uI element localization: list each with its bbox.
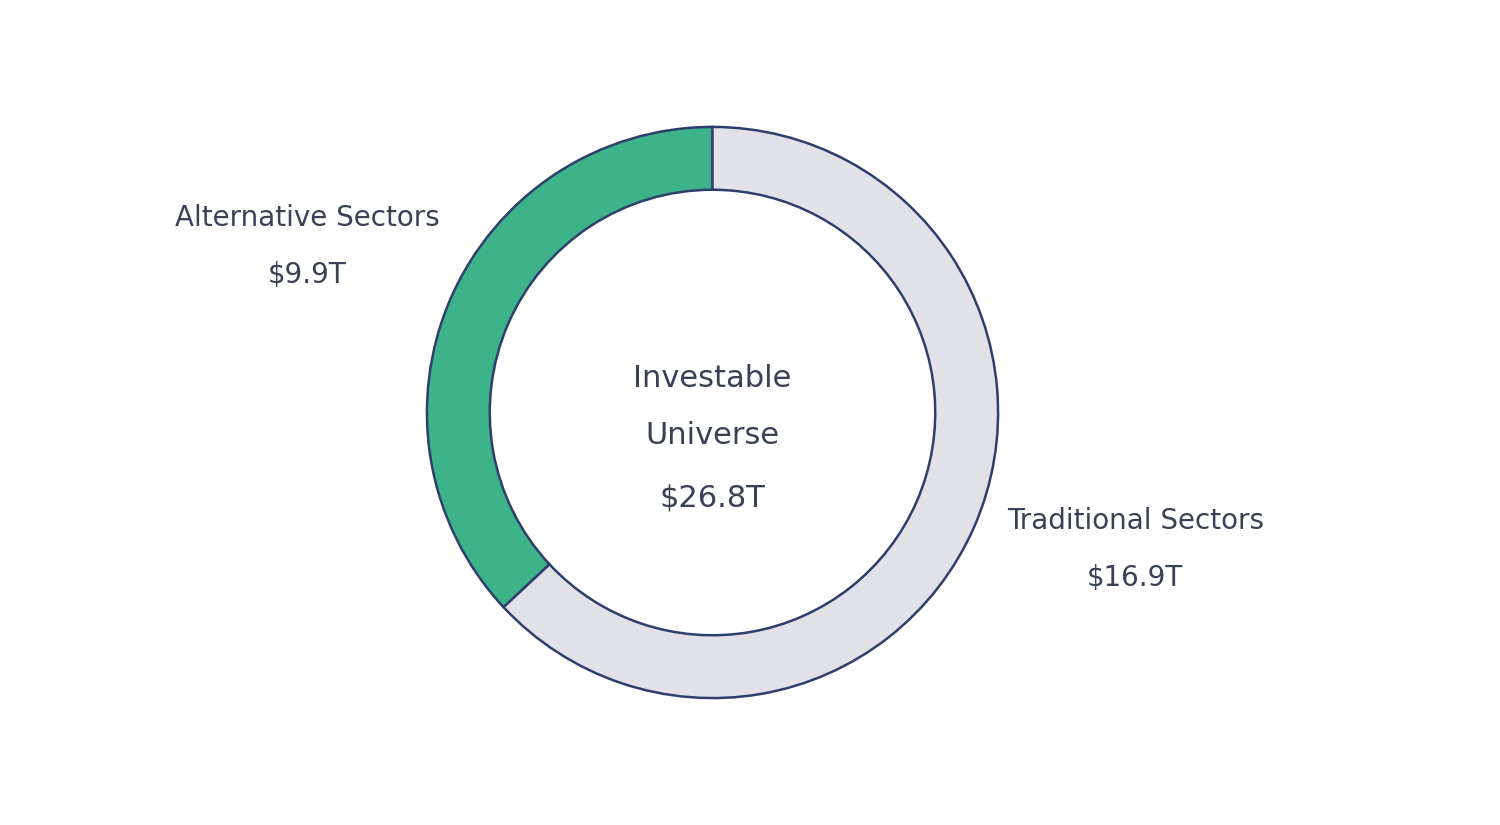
Text: Investable: Investable — [633, 364, 792, 393]
Text: Universe: Universe — [645, 421, 780, 450]
Text: $16.9T: $16.9T — [1088, 564, 1184, 592]
Text: $9.9T: $9.9T — [267, 262, 346, 290]
Wedge shape — [504, 127, 998, 698]
Text: Alternative Sectors: Alternative Sectors — [174, 205, 440, 233]
Text: $26.8T: $26.8T — [660, 483, 765, 512]
Wedge shape — [427, 127, 712, 607]
Text: Traditional Sectors: Traditional Sectors — [1007, 507, 1263, 535]
